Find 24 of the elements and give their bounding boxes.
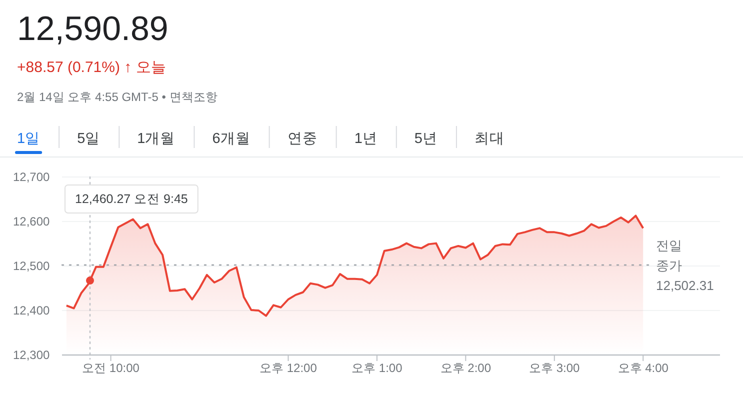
x-tick-label: 오후 4:00 — [618, 361, 669, 375]
text: 1년 — [354, 131, 378, 147]
text: 최대 — [474, 131, 504, 147]
x-tick-label: 오전 10:00 — [82, 361, 140, 375]
y-tick-label: 12,700 — [13, 170, 50, 184]
text: 5일 — [77, 131, 100, 147]
text: 5년 — [414, 131, 438, 147]
chart-title: 12,590.89 — [17, 10, 168, 48]
x-tick-label: 오후 1:00 — [352, 361, 403, 375]
text: 6개월 — [212, 131, 250, 147]
text: 연중 — [287, 131, 318, 147]
x-tick-label: 오후 12:00 — [260, 361, 318, 375]
ref-line-label: 전일 종가 12,502.31 — [656, 238, 714, 293]
text: 2월 14일 오후 4:55 GMT-5 • 면책조항 — [17, 90, 218, 104]
x-tick-label: 오후 2:00 — [440, 361, 492, 375]
y-tick-label: 12,300 — [13, 348, 50, 362]
chart-subtitle: +88.57 (0.71%) ↑ 오늘 — [17, 59, 166, 76]
text: 1일 — [17, 131, 40, 147]
y-tick-label: 12,400 — [13, 304, 50, 318]
text: 1개월 — [137, 131, 176, 147]
y-tick-label: 12,600 — [13, 214, 50, 228]
x-tick-label: 오후 3:00 — [529, 361, 580, 375]
annotation: 12,460.27 오전 9:45 — [75, 192, 188, 206]
y-tick-label: 12,500 — [13, 259, 50, 273]
